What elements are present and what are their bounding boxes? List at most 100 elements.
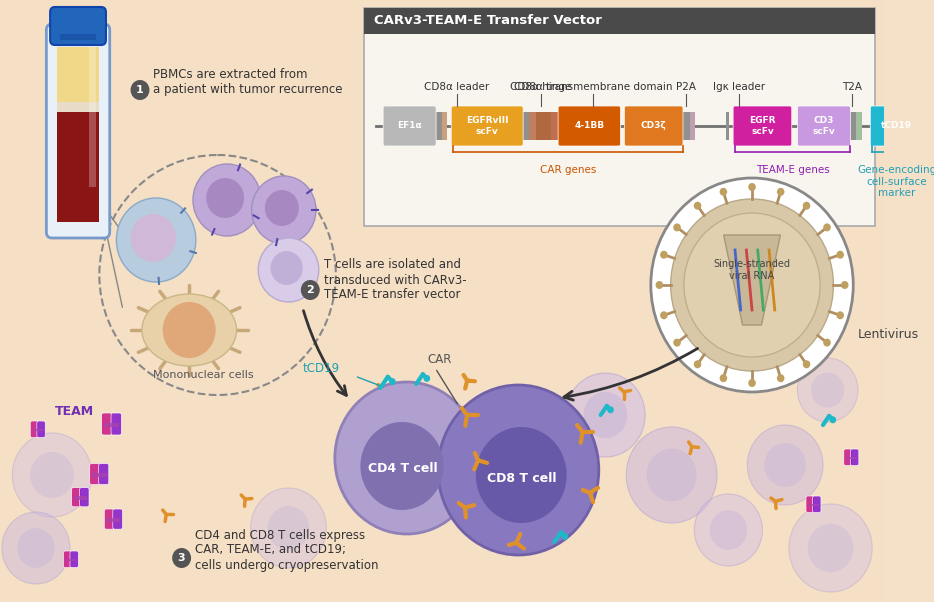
FancyBboxPatch shape [451,106,523,146]
Text: CD4 and CD8 T cells express
CAR, TEAM-E, and tCD19;
cells undergo cryopreservati: CD4 and CD8 T cells express CAR, TEAM-E,… [195,529,378,571]
Bar [551,112,559,140]
Circle shape [694,360,701,368]
Bar [856,112,862,140]
Circle shape [30,452,74,498]
Circle shape [673,223,681,231]
Text: EF1α: EF1α [397,122,422,131]
FancyBboxPatch shape [383,106,436,146]
Circle shape [163,302,216,358]
Bar [33,429,43,432]
Circle shape [798,358,858,422]
Circle shape [131,214,176,262]
Bar [106,518,120,522]
Bar [74,496,87,500]
Circle shape [671,199,833,371]
Circle shape [12,433,92,517]
Circle shape [841,281,848,289]
Bar [89,37,95,187]
Circle shape [660,311,668,319]
FancyBboxPatch shape [113,509,122,529]
FancyBboxPatch shape [105,509,114,529]
Circle shape [250,488,326,568]
Text: CD4 T cell: CD4 T cell [368,462,438,474]
Circle shape [438,385,599,555]
Bar [364,8,875,34]
Bar [536,112,551,140]
FancyBboxPatch shape [70,551,78,568]
Circle shape [607,406,614,414]
Circle shape [389,378,396,385]
Text: 3: 3 [177,553,186,563]
Bar [60,34,96,40]
Circle shape [837,250,844,259]
Text: CAR genes: CAR genes [540,165,596,175]
Circle shape [764,443,806,487]
Text: 4-1BB: 4-1BB [574,122,604,131]
Bar [65,559,77,562]
Circle shape [808,524,854,572]
Text: PBMCs are extracted from
a patient with tumor recurrence: PBMCs are extracted from a patient with … [153,68,343,96]
Circle shape [823,338,831,347]
Bar [689,112,695,140]
Circle shape [251,176,316,244]
Text: CD8α transmembrane domain: CD8α transmembrane domain [514,82,672,92]
Circle shape [802,360,811,368]
Text: 2: 2 [306,285,314,295]
Circle shape [206,178,244,218]
Text: CD3ζ: CD3ζ [641,122,667,131]
Bar [846,456,856,459]
FancyBboxPatch shape [79,488,89,507]
Bar [529,112,536,140]
Circle shape [475,427,567,523]
Bar [57,47,99,102]
Text: CD8α leader: CD8α leader [424,82,489,92]
Circle shape [271,251,303,285]
Text: Igκ leader: Igκ leader [713,82,765,92]
FancyBboxPatch shape [870,106,923,146]
Ellipse shape [142,294,236,366]
Text: TEAM: TEAM [55,405,94,418]
FancyBboxPatch shape [90,464,100,485]
FancyBboxPatch shape [30,421,38,438]
Circle shape [423,375,431,382]
Circle shape [265,190,299,226]
Circle shape [131,80,149,100]
Circle shape [748,183,756,191]
Circle shape [651,178,854,392]
Circle shape [673,338,681,347]
Bar [808,504,819,506]
Text: P2A: P2A [676,82,696,92]
Text: T2A: T2A [842,82,862,92]
Circle shape [811,373,844,408]
Bar [57,112,99,222]
Bar [682,112,689,140]
Circle shape [777,374,785,382]
Circle shape [694,494,762,566]
FancyBboxPatch shape [111,413,121,435]
Text: EGFR
scFv: EGFR scFv [749,116,776,135]
Circle shape [789,504,872,592]
Circle shape [656,281,663,289]
FancyBboxPatch shape [843,449,852,465]
Bar [848,112,856,140]
Text: TEAM-E genes: TEAM-E genes [756,165,829,175]
Circle shape [193,164,262,236]
Bar [521,112,529,140]
Bar [104,423,120,427]
Circle shape [584,392,628,438]
Circle shape [719,188,728,196]
FancyBboxPatch shape [850,449,859,465]
Circle shape [561,533,568,540]
Circle shape [829,417,836,423]
Circle shape [646,448,697,501]
Circle shape [823,223,831,231]
Bar [442,112,447,140]
FancyBboxPatch shape [813,496,821,512]
FancyBboxPatch shape [733,106,792,146]
Circle shape [802,202,811,209]
Text: 1: 1 [136,85,144,95]
Text: CD3
scFv: CD3 scFv [813,116,835,135]
Circle shape [837,311,844,319]
Circle shape [660,250,668,259]
Text: EGFRvIII
scFv: EGFRvIII scFv [466,116,508,135]
